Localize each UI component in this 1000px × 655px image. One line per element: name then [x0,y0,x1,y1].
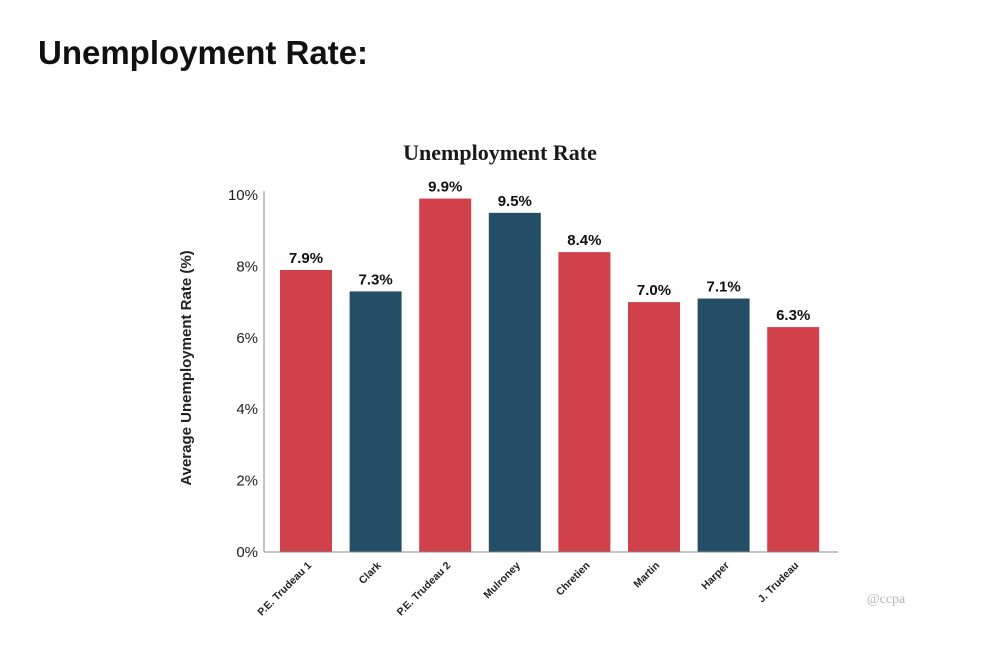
data-label: 7.3% [358,271,392,288]
data-labels: 7.9% 7.3% 9.9% 9.5% 8.4% 7.0% 7.1% 6.3% [289,179,810,325]
data-label: 7.0% [637,282,671,299]
x-tick-label: P.E. Trudeau 2 [395,560,454,619]
x-tick-label: J. Trudeau [756,560,802,606]
bar [697,298,750,552]
y-axis-ticks: 0% 2% 4% 6% 8% 10% [228,187,258,561]
data-label: 7.1% [706,279,740,296]
bar [419,198,472,552]
x-axis-ticks: P.E. Trudeau 1 Clark P.E. Trudeau 2 Mulrone… [255,560,801,619]
data-label: 6.3% [776,307,810,324]
bar [280,269,332,552]
data-label: 9.9% [428,179,462,196]
y-tick-label: 2% [236,473,258,490]
bar [349,291,402,552]
x-tick-label: Harper [699,560,731,592]
bar [558,252,611,552]
y-tick-label: 4% [236,401,258,418]
data-label: 9.5% [498,193,532,210]
bars [280,198,820,552]
x-tick-label: Clark [357,560,384,587]
y-tick-label: 10% [228,187,258,204]
x-tick-label: Mulroney [481,560,523,602]
y-tick-label: 8% [236,258,258,275]
bar [767,327,820,552]
watermark: @ccpa [867,592,906,607]
y-tick-label: 0% [236,544,258,561]
data-label: 8.4% [567,232,601,249]
y-tick-label: 6% [236,330,258,347]
bar [628,302,680,552]
x-tick-label: Chretien [554,560,593,599]
bar [488,212,541,552]
x-tick-label: Martin [631,560,662,591]
page-title: Unemployment Rate: [38,34,369,71]
y-axis-label: Average Unemployment Rate (%) [178,250,195,485]
data-label: 7.9% [289,250,323,267]
chart-title: Unemployment Rate [403,140,597,165]
x-tick-label: P.E. Trudeau 1 [255,560,314,619]
